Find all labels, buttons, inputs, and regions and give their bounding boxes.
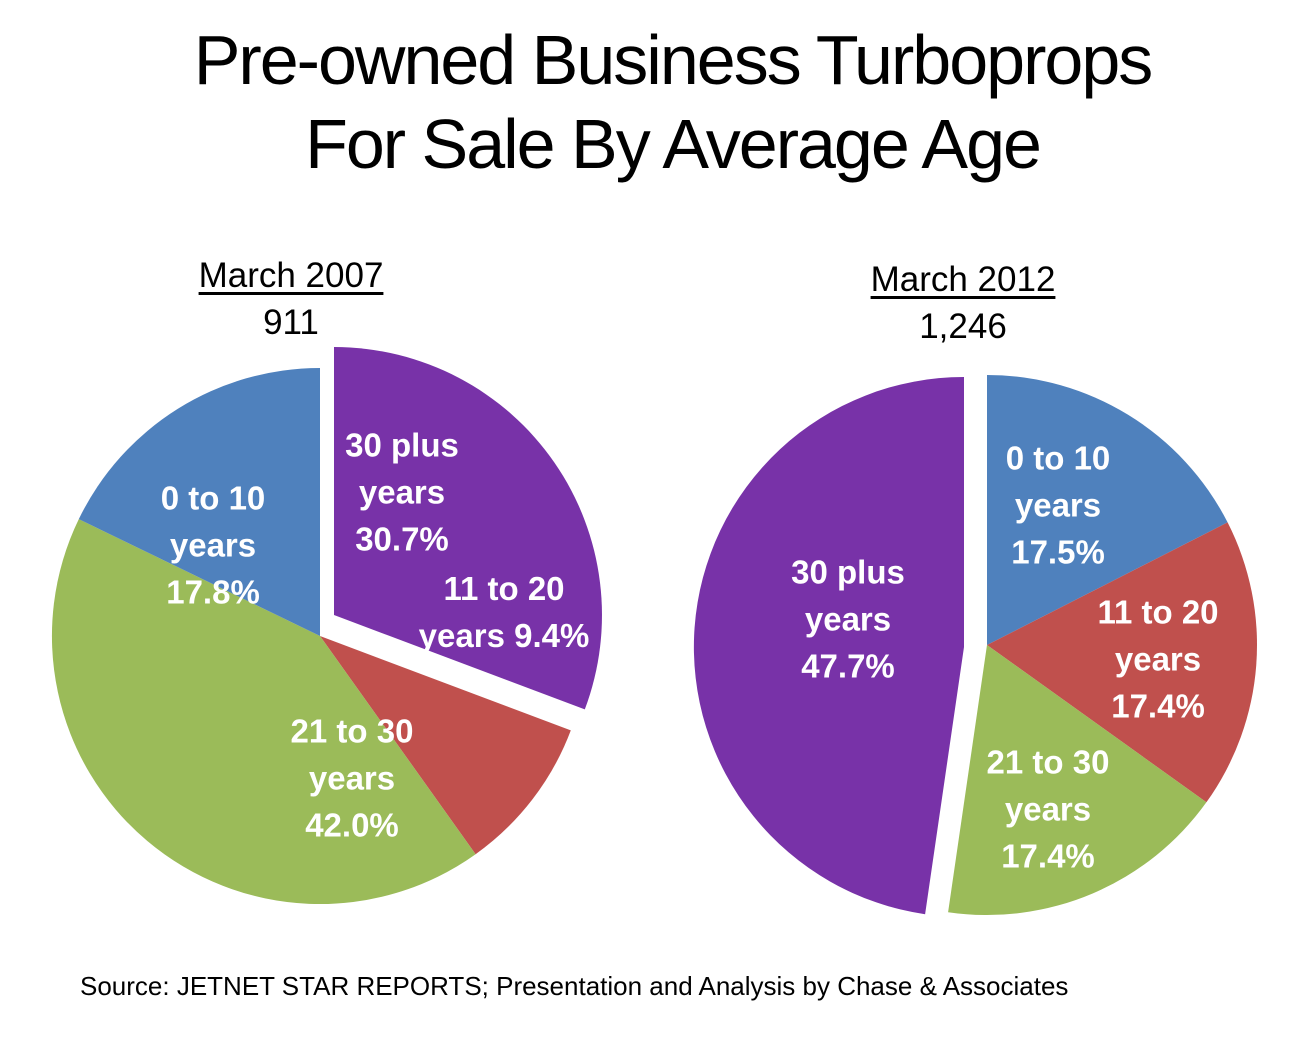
pie-march-2012-slice-21-to-30-years (948, 645, 1207, 916)
pie-march-2007-slice-21-to-30-years (51, 519, 476, 905)
slice-label-line: 30 plus (345, 426, 459, 464)
pie-march-2007-label-30-plus-years: 30 plus years 30.7% (345, 422, 459, 563)
slice-label-line: 30.7% (355, 520, 449, 558)
pie-march-2007-label-11-to-20-years: 11 to 20 years 9.4% (419, 565, 590, 659)
pie-march-2007-label-21-to-30-years: 21 to 30 years 42.0% (291, 708, 414, 849)
slice-label-line: 0 to 10 (1005, 439, 1111, 477)
slice-label-line: years (1014, 486, 1102, 524)
pie-march-2012-slice-0-to-10-years (987, 375, 1228, 645)
slice-label-line: 17.5% (1011, 533, 1105, 571)
source-note: Source: JETNET STAR REPORTS; Presentatio… (80, 971, 1069, 1001)
slice-label-line: 30 plus (791, 553, 905, 591)
slice-label-line: 17.4% (1001, 837, 1095, 875)
slice-label-line: 11 to 20 (443, 570, 565, 607)
slice-label-line: years (1004, 790, 1092, 828)
slice-label-line: years 9.4% (418, 617, 590, 654)
slice-label-line: 21 to 30 (290, 712, 414, 750)
pie-march-2007-slice-0-to-10-years (78, 367, 320, 636)
slice-label-line: 17.4% (1111, 687, 1205, 725)
slice-label-line: years (1114, 640, 1202, 678)
slice-label-line: 11 to 20 (1097, 593, 1219, 631)
slice-label-line: years (308, 759, 396, 797)
pie-march-2007-slice-30-plus-years (334, 347, 602, 710)
pie-march-2012-label-30-plus-years: 30 plus years 47.7% (791, 549, 905, 690)
slice-label-line: 17.8% (166, 573, 260, 611)
slice-label-line: years (169, 526, 257, 564)
slice-label-line: 42.0% (305, 806, 399, 844)
pie-march-2012-slice-30-plus-years (693, 376, 964, 915)
slice-label-line: 47.7% (801, 647, 895, 685)
pie-2007-header: March 2007 911 (199, 252, 384, 346)
pie-2012-header: March 2012 1,246 (871, 256, 1056, 350)
pie-2007-period-label: March 2007 (198, 256, 384, 295)
pie-march-2007-slice-11-to-20-years (320, 636, 571, 855)
chart-title: Pre-owned Business Turboprops For Sale B… (15, 18, 1313, 186)
pie-2012-period-label: March 2012 (870, 260, 1056, 299)
pie-2007-total-count: 911 (263, 303, 319, 342)
pie-march-2012-label-0-to-10-years: 0 to 10 years 17.5% (1006, 435, 1111, 576)
pie-march-2012-label-21-to-30-years: 21 to 30 years 17.4% (987, 739, 1110, 880)
chart-title-line1: Pre-owned Business Turboprops (193, 21, 1154, 99)
pie-march-2012-label-11-to-20-years: 11 to 20 years 17.4% (1097, 589, 1218, 730)
slice-label-line: years (804, 600, 892, 638)
slice-label-line: years (358, 473, 446, 511)
pie-march-2007-label-0-to-10-years: 0 to 10 years 17.8% (161, 475, 266, 616)
slice-label-line: 0 to 10 (160, 479, 266, 517)
chart-title-line2: For Sale By Average Age (305, 105, 1042, 183)
pie-march-2012-slice-11-to-20-years (987, 522, 1258, 803)
slice-label-line: 21 to 30 (986, 743, 1110, 781)
pie-2012-total-count: 1,246 (919, 307, 1007, 346)
